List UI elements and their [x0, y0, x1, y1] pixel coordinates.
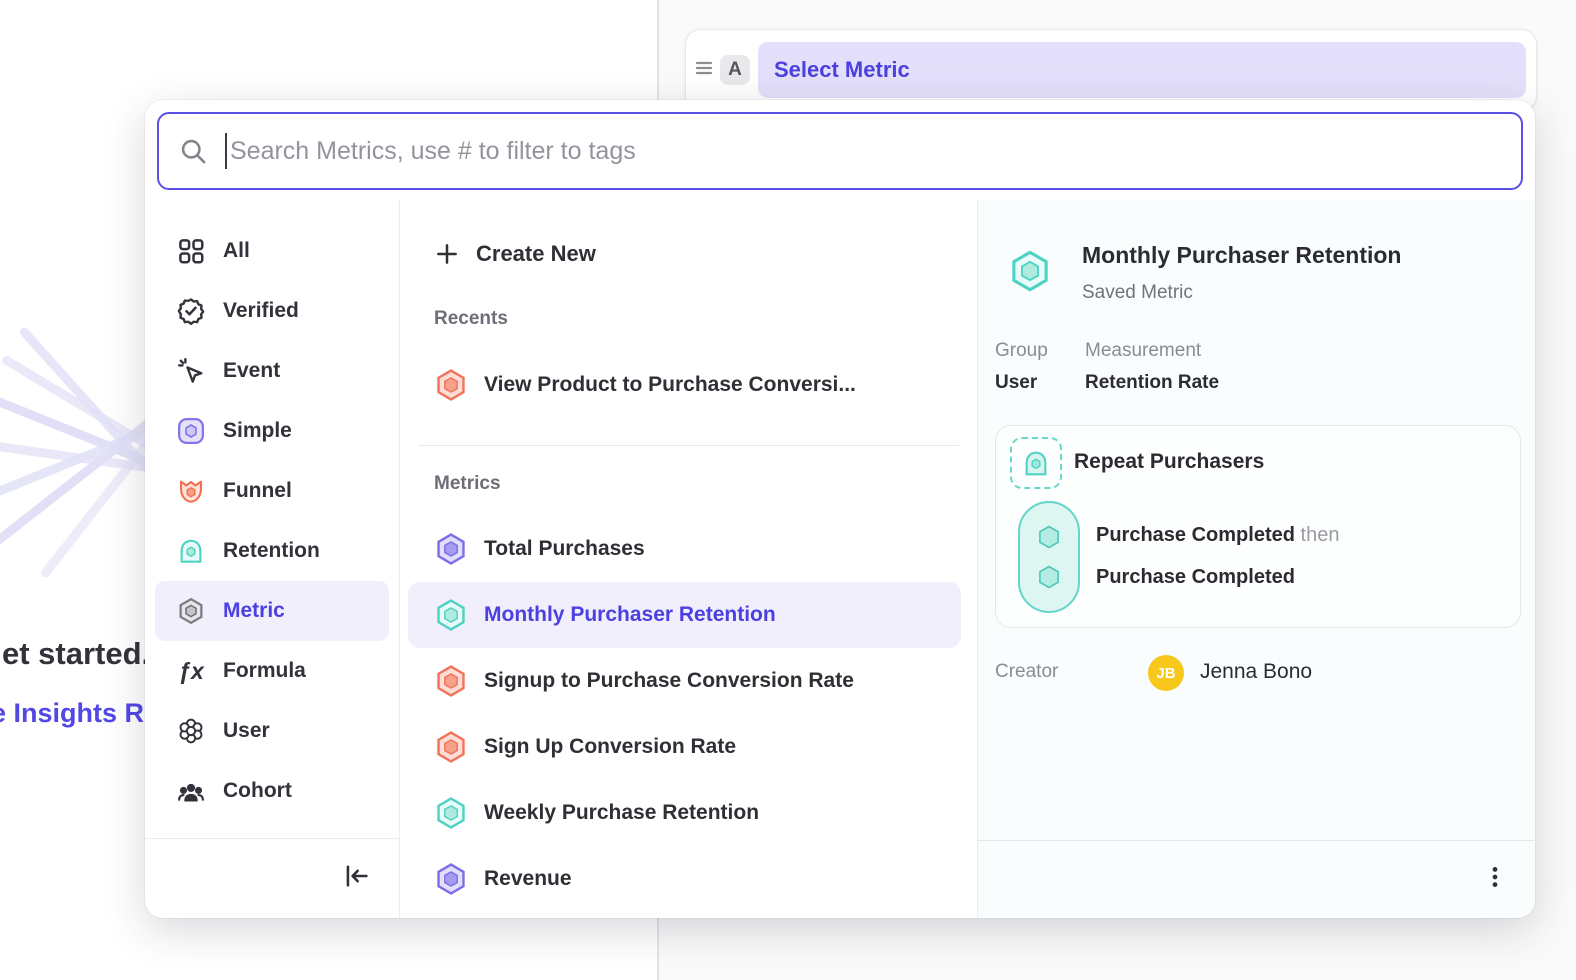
retention-definition-icon	[1010, 437, 1062, 489]
simple-hexagon-icon	[434, 532, 468, 566]
sidebar-item-cohort[interactable]: Cohort	[155, 761, 389, 821]
more-options-button[interactable]	[1482, 864, 1508, 895]
step-hexagon-icon	[1035, 523, 1063, 551]
section-divider	[418, 445, 959, 446]
metric-details-panel: Monthly Purchaser Retention Saved Metric…	[978, 200, 1534, 918]
metric-item-sign-up-conversion-rate[interactable]: Sign Up Conversion Rate	[408, 714, 961, 780]
collapse-sidebar-button[interactable]	[341, 861, 371, 896]
metrics-list: Total Purchases Monthly Purchaser Retent…	[400, 516, 977, 912]
app-screen: et started. e Insights Re A Select Metri…	[0, 0, 1576, 980]
metric-item-monthly-purchaser-retention[interactable]: Monthly Purchaser Retention	[408, 582, 961, 648]
sidebar-item-all[interactable]: All	[155, 221, 389, 281]
metric-item-revenue[interactable]: Revenue	[408, 846, 961, 912]
sidebar-item-simple[interactable]: Simple	[155, 401, 389, 461]
creator-label: Creator	[995, 661, 1058, 683]
measurement-label: Measurement	[1085, 340, 1201, 362]
sidebar-item-event[interactable]: Event	[155, 341, 389, 401]
sidebar-item-funnel[interactable]: Funnel	[155, 461, 389, 521]
simple-hexagon-icon	[434, 862, 468, 896]
definition-step-1: Purchase Completed then	[1096, 524, 1339, 547]
sidebar-item-retention[interactable]: Retention	[155, 521, 389, 581]
user-cluster-icon	[176, 716, 206, 746]
select-metric-button[interactable]: Select Metric	[758, 42, 1526, 98]
metric-list-column: Create New Recents View Product to Purch…	[400, 200, 978, 918]
funnel-hexagon-icon	[434, 730, 468, 764]
saved-metric-hexagon-icon	[1008, 249, 1052, 293]
creator-name: Jenna Bono	[1200, 660, 1312, 684]
metric-search-box[interactable]	[157, 112, 1523, 190]
metrics-section-label: Metrics	[400, 471, 977, 497]
simple-metric-icon	[176, 416, 206, 446]
metric-item-signup-to-purchase-conversion-rate[interactable]: Signup to Purchase Conversion Rate	[408, 648, 961, 714]
kebab-menu-icon	[1482, 864, 1508, 890]
plus-icon	[434, 241, 460, 267]
group-label: Group	[995, 340, 1048, 362]
details-footer	[978, 840, 1534, 918]
search-input[interactable]	[228, 136, 1521, 167]
retention-steps-capsule	[1018, 501, 1080, 613]
funnel-metric-icon	[176, 476, 206, 506]
metric-picker-modal: All Verified Event	[145, 100, 1535, 918]
details-title: Monthly Purchaser Retention	[1082, 242, 1401, 269]
metric-hexagon-icon	[176, 596, 206, 626]
background-heading-fragment: et started.	[2, 636, 150, 672]
group-value: User	[995, 372, 1037, 394]
sidebar-item-verified[interactable]: Verified	[155, 281, 389, 341]
definition-step-2: Purchase Completed	[1096, 566, 1295, 589]
create-new-button[interactable]: Create New	[400, 228, 977, 280]
retention-hexagon-icon	[434, 796, 468, 830]
step-hexagon-icon	[1035, 563, 1063, 591]
verified-badge-icon	[176, 296, 206, 326]
sidebar-item-metric[interactable]: Metric	[155, 581, 389, 641]
funnel-hexagon-icon	[434, 664, 468, 698]
metric-slot-card: A Select Metric	[686, 30, 1536, 110]
retention-hexagon-icon	[434, 598, 468, 632]
drag-handle-icon[interactable]	[692, 56, 716, 85]
metric-item-weekly-purchase-retention[interactable]: Weekly Purchase Retention	[408, 780, 961, 846]
recents-section-label: Recents	[400, 306, 977, 332]
event-cursor-icon	[176, 356, 206, 386]
details-subtitle: Saved Metric	[1082, 282, 1193, 304]
search-icon	[179, 137, 207, 165]
sidebar-item-user[interactable]: User	[155, 701, 389, 761]
metric-item-total-purchases[interactable]: Total Purchases	[408, 516, 961, 582]
funnel-hexagon-icon	[434, 368, 468, 402]
creator-avatar: JB	[1148, 655, 1184, 691]
sidebar-footer	[145, 838, 399, 918]
measurement-value: Retention Rate	[1085, 372, 1219, 394]
grid-icon	[176, 236, 206, 266]
category-sidebar: All Verified Event	[145, 200, 400, 918]
cohort-people-icon	[176, 776, 206, 806]
retention-metric-icon	[176, 536, 206, 566]
definition-title: Repeat Purchasers	[1074, 450, 1264, 474]
background-link-fragment[interactable]: e Insights Re	[0, 698, 159, 729]
metric-definition-card: Repeat Purchasers Purchase Completed the…	[995, 425, 1521, 628]
formula-icon: ƒx	[176, 658, 206, 685]
metric-letter-badge: A	[720, 55, 750, 85]
recent-metric-item[interactable]: View Product to Purchase Conversi...	[408, 352, 961, 418]
sidebar-item-formula[interactable]: ƒx Formula	[155, 641, 389, 701]
text-caret	[225, 133, 227, 169]
